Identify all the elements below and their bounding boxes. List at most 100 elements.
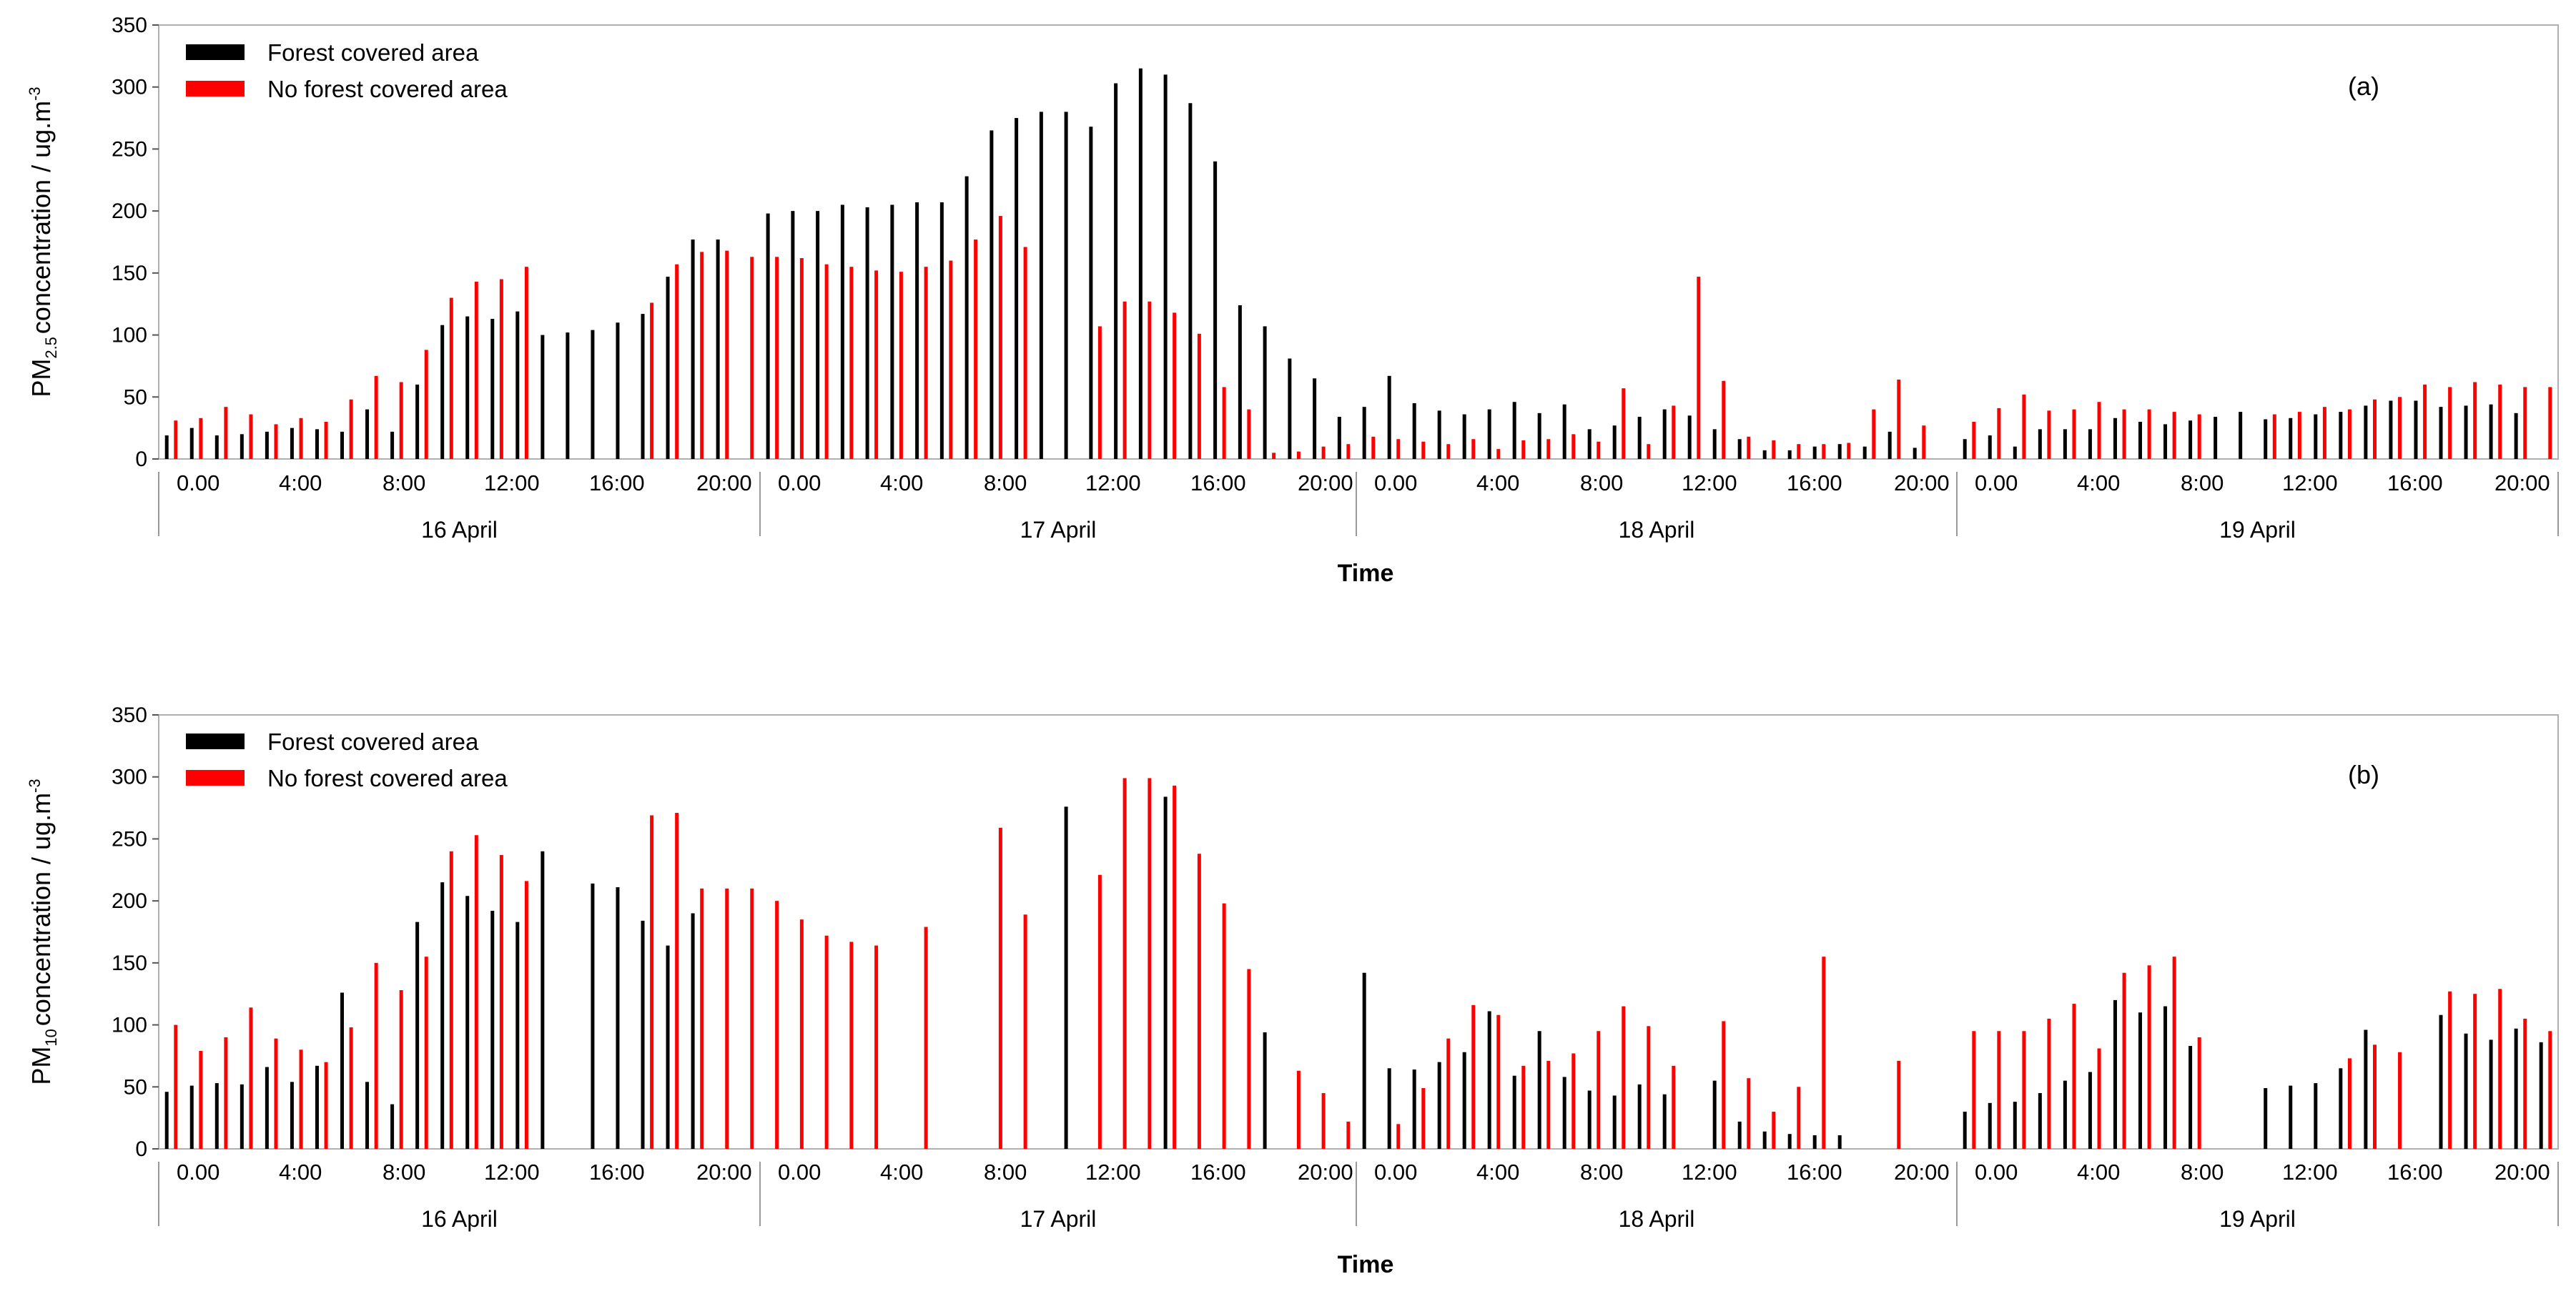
bar-no-forest [349, 1027, 353, 1149]
time-tick-label: 8:00 [1580, 1160, 1623, 1185]
bar-forest [315, 1065, 319, 1149]
y-axis-title-superscript: -3 [26, 87, 44, 101]
bar-forest [2339, 412, 2343, 459]
bar-forest [1887, 431, 1892, 459]
bar-forest [666, 277, 670, 459]
bar-no-forest [799, 258, 804, 459]
day-label: 16 April [421, 1206, 498, 1232]
bar-no-forest [199, 1050, 203, 1149]
bar-no-forest [2372, 399, 2377, 459]
bar-forest [865, 207, 869, 459]
bar-forest [616, 322, 620, 459]
y-axis-title-subscript: 2.5 [42, 337, 60, 359]
bar-forest [1862, 446, 1867, 459]
bar-no-forest [1321, 1092, 1326, 1149]
bar-no-forest [1571, 434, 1576, 459]
bar-no-forest [1772, 440, 1776, 459]
time-tick-label: 20:00 [1298, 470, 1353, 495]
bar-forest [2339, 1068, 2343, 1149]
bar-no-forest [949, 260, 953, 459]
bar-no-forest [824, 264, 829, 459]
bar-forest [766, 213, 770, 459]
bar-forest [1537, 1031, 1541, 1149]
time-tick-label: 20:00 [696, 470, 752, 495]
plot-frame [158, 714, 2559, 1150]
bar-no-forest [1747, 436, 1751, 459]
bar-forest [490, 319, 495, 459]
bar-no-forest [1496, 1014, 1501, 1149]
bar-no-forest [1396, 1124, 1401, 1149]
bar-forest [1163, 74, 1168, 459]
time-tick-label: 4:00 [880, 470, 923, 495]
time-tick-label: 16:00 [1787, 470, 1842, 495]
bar-forest [1313, 378, 1317, 459]
bar-no-forest [1546, 1060, 1551, 1149]
bar-no-forest [1972, 1031, 1976, 1149]
bar-forest [1114, 83, 1118, 460]
panel-label: (b) [2348, 760, 2379, 789]
bar-forest [1612, 1095, 1617, 1149]
bar-no-forest [2548, 387, 2552, 459]
bar-forest [2464, 405, 2468, 459]
bar-no-forest [775, 257, 779, 459]
bar-forest [2514, 413, 2518, 459]
time-tick-label: 8:00 [2181, 470, 2224, 495]
bar-no-forest [2372, 1044, 2377, 1149]
bar-forest [2264, 419, 2268, 459]
bar-no-forest [1847, 443, 1851, 459]
time-tick-label: 0.00 [778, 1160, 821, 1185]
bar-no-forest [1296, 451, 1301, 459]
x-axis-title: Time [1338, 1251, 1394, 1278]
time-tick-label: 0.00 [177, 1160, 219, 1185]
bar-no-forest [274, 1038, 278, 1149]
bar-forest [1188, 103, 1193, 459]
x-axis-title: Time [1338, 560, 1394, 587]
bar-forest [1787, 450, 1792, 459]
bar-no-forest [675, 264, 679, 459]
bar-no-forest [1296, 1070, 1301, 1149]
bar-forest [1238, 305, 1242, 459]
bar-forest [2364, 1029, 2368, 1149]
time-tick-label: 4:00 [2077, 470, 2120, 495]
bar-no-forest [924, 927, 928, 1149]
bar-no-forest [2197, 1037, 2201, 1149]
bar-no-forest [174, 1024, 178, 1149]
bar-forest [1362, 972, 1366, 1149]
legend-swatch-no-forest [186, 81, 245, 97]
bar-forest [164, 1092, 169, 1149]
bar-no-forest [1396, 439, 1401, 459]
bar-forest [2464, 1033, 2468, 1149]
bar-no-forest [700, 888, 704, 1149]
bar-no-forest [2147, 409, 2151, 459]
bar-forest [2188, 420, 2193, 459]
time-tick-label: 20:00 [1894, 1160, 1950, 1185]
day-label: 17 April [1020, 517, 1097, 543]
bar-forest [1039, 112, 1043, 459]
time-tick-label: 16:00 [2387, 470, 2443, 495]
bar-forest [1787, 1134, 1792, 1149]
bar-forest [1487, 409, 1491, 459]
bar-forest [1837, 1135, 1842, 1149]
y-tick-label: 200 [112, 889, 147, 913]
time-tick-label: 20:00 [2494, 470, 2550, 495]
bar-no-forest [1023, 247, 1027, 459]
time-tick-label: 8:00 [1580, 470, 1623, 495]
time-tick-label: 16:00 [1190, 470, 1246, 495]
bar-no-forest [2473, 382, 2477, 459]
y-tick-label: 50 [124, 1075, 147, 1099]
bar-forest [816, 211, 820, 459]
bar-no-forest [924, 267, 928, 459]
bar-no-forest [2347, 1058, 2352, 1149]
bar-forest [1562, 404, 1566, 459]
bar-no-forest [199, 418, 203, 459]
bar-no-forest [1446, 444, 1451, 459]
bar-forest [2113, 418, 2117, 459]
bar-forest [641, 314, 645, 459]
bar-forest [2063, 1080, 2067, 1149]
time-tick-label: 0.00 [177, 470, 219, 495]
legend-swatch-no-forest [186, 770, 245, 786]
bar-forest [1963, 439, 1967, 459]
bar-forest [591, 883, 595, 1149]
bar-no-forest [2398, 1052, 2402, 1149]
time-tick-label: 12:00 [2282, 1160, 2338, 1185]
